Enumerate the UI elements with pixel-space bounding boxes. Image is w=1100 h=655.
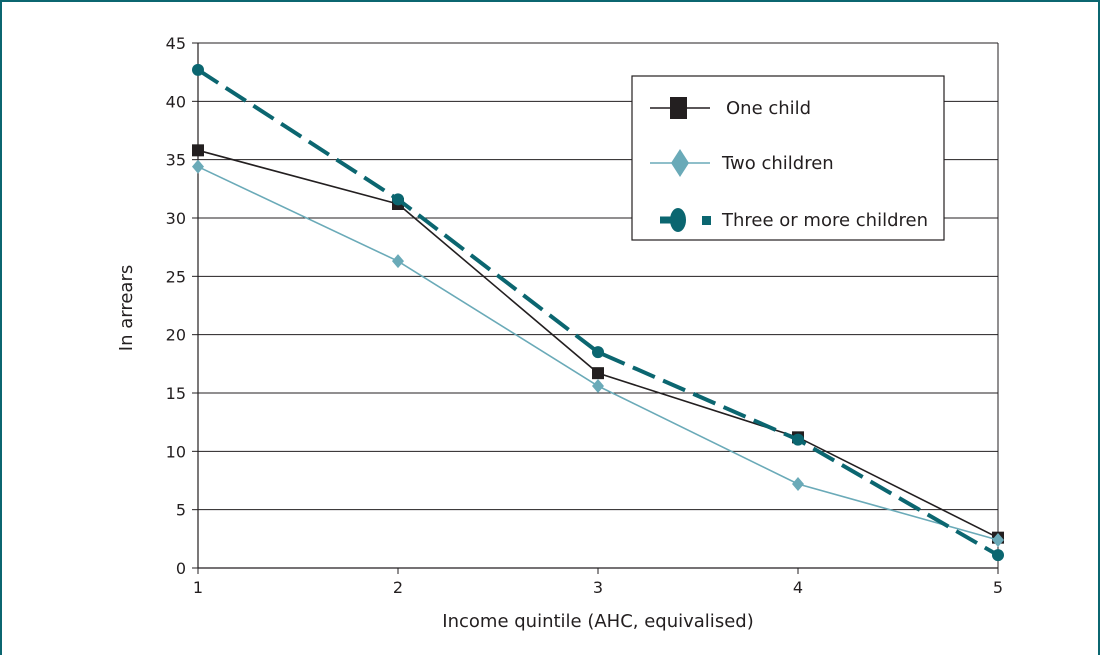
data-point-diamond — [592, 379, 604, 393]
x-tick-label: 3 — [593, 578, 603, 597]
data-point-circle — [992, 549, 1004, 562]
series-two-children — [192, 159, 1004, 547]
data-point-diamond — [192, 159, 204, 174]
y-tick-label: 15 — [166, 384, 186, 403]
data-point-circle — [592, 346, 604, 359]
y-tick-label: 30 — [166, 209, 186, 228]
x-tick-label: 2 — [393, 578, 403, 597]
legend-swatch-marker — [670, 97, 687, 119]
axes — [192, 42, 999, 574]
y-tick-label: 0 — [176, 559, 186, 578]
legend-label: One child — [726, 98, 811, 119]
legend-swatch-dash — [702, 216, 711, 225]
data-point-circle — [192, 63, 204, 76]
data-point-square — [192, 144, 204, 157]
x-tick-label: 5 — [993, 578, 1003, 597]
legend: One child Two children Three or more child… — [631, 75, 945, 241]
series-three-or-more-children — [192, 63, 1004, 562]
data-point-circle — [792, 433, 804, 446]
y-tick-label: 35 — [166, 151, 186, 170]
legend-item: Two children — [650, 149, 834, 177]
x-axis-title: Income quintile (AHC, equivalised) — [442, 611, 753, 632]
y-tick-label: 5 — [176, 501, 186, 520]
y-tick-label: 25 — [166, 267, 186, 286]
series-lines — [192, 63, 1004, 562]
y-axis-title: In arrears — [116, 265, 137, 351]
data-point-square — [592, 367, 604, 380]
data-point-diamond — [992, 533, 1004, 547]
y-tick-label: 20 — [166, 326, 186, 345]
legend-label: Three or more children — [721, 210, 928, 231]
legend-item: One child — [650, 97, 811, 119]
y-tick-label: 45 — [166, 34, 186, 53]
y-tick-label: 10 — [166, 442, 186, 461]
data-point-diamond — [392, 254, 404, 269]
legend-label: Two children — [721, 153, 834, 174]
data-point-circle — [392, 193, 404, 206]
y-tick-label: 40 — [166, 92, 186, 111]
x-tick-label: 4 — [793, 578, 803, 597]
data-point-diamond — [792, 477, 804, 491]
legend-swatch-marker — [670, 208, 686, 232]
legend-swatch-marker — [671, 149, 689, 177]
x-tick-label: 1 — [193, 578, 203, 597]
legend-item: Three or more children — [660, 208, 928, 232]
